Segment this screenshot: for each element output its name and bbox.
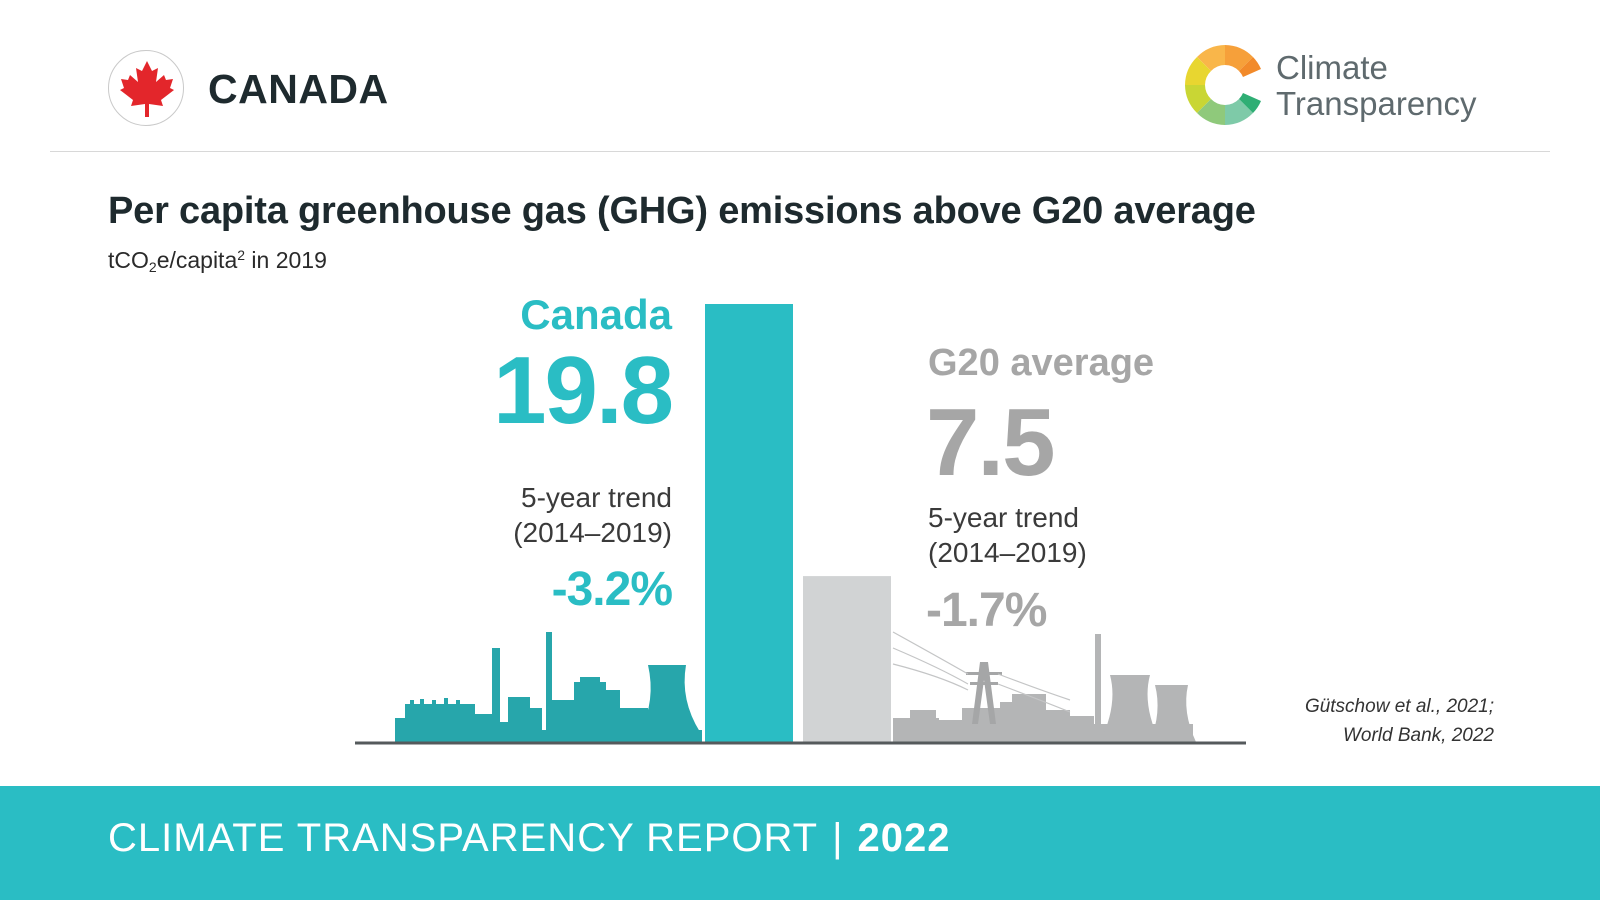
chart-title: Per capita greenhouse gas (GHG) emission… xyxy=(108,190,1256,232)
g20-value-label: 7.5 xyxy=(926,389,1055,496)
logo-text: Climate Transparency xyxy=(1276,50,1477,122)
footer-text: CLIMATE TRANSPARENCY REPORT | 2022 xyxy=(108,816,950,861)
subtitle-subscript: 2 xyxy=(148,259,157,275)
canada-trend-value: -3.2% xyxy=(551,563,673,616)
g20-trend-label: 5-year trend (2014–2019) xyxy=(928,500,1087,570)
power-plant-skyline-icon xyxy=(892,631,1196,742)
logo-line1: Climate xyxy=(1276,49,1388,86)
subtitle-suffix: in 2019 xyxy=(245,247,327,273)
maple-leaf-icon xyxy=(108,50,184,126)
g20-label: G20 average xyxy=(928,342,1155,384)
canada-trend-line2: (2014–2019) xyxy=(513,517,672,548)
canada-trend-line1: 5-year trend xyxy=(521,482,672,513)
country-name: CANADA xyxy=(208,66,389,112)
header-divider xyxy=(50,151,1550,152)
footer-separator: | xyxy=(832,816,844,860)
canada-value-label: 19.8 xyxy=(493,337,674,444)
g20-trend-value: -1.7% xyxy=(926,584,1047,637)
subtitle-prefix: tCO xyxy=(108,247,149,273)
canada-trend-label: 5-year trend (2014–2019) xyxy=(380,480,672,550)
g20-trend-line1: 5-year trend xyxy=(928,502,1079,533)
bar-canada xyxy=(705,304,793,742)
climate-transparency-logo-icon xyxy=(1182,42,1268,128)
source-line1: Gütschow et al., 2021; xyxy=(1304,696,1494,717)
bar-chart xyxy=(355,304,1246,745)
subtitle-middle: e/capita xyxy=(156,247,238,273)
chart-subtitle: tCO2e/capita2 in 2019 xyxy=(108,247,327,275)
footer-year: 2022 xyxy=(857,816,951,860)
subtitle-superscript: 2 xyxy=(237,247,246,263)
header: CANADA Climate Transparency xyxy=(0,0,1600,152)
footer-banner: CLIMATE TRANSPARENCY REPORT | 2022 xyxy=(0,786,1600,900)
bar-g20-average xyxy=(803,576,891,742)
source-note: Gütschow et al., 2021; World Bank, 2022 xyxy=(1200,692,1494,750)
source-line2: World Bank, 2022 xyxy=(1342,725,1494,746)
footer-report: CLIMATE TRANSPARENCY REPORT xyxy=(108,816,819,860)
canada-label: Canada xyxy=(520,291,672,338)
factory-skyline-icon xyxy=(395,632,702,742)
logo-line2: Transparency xyxy=(1276,85,1477,122)
g20-trend-line2: (2014–2019) xyxy=(928,537,1087,568)
